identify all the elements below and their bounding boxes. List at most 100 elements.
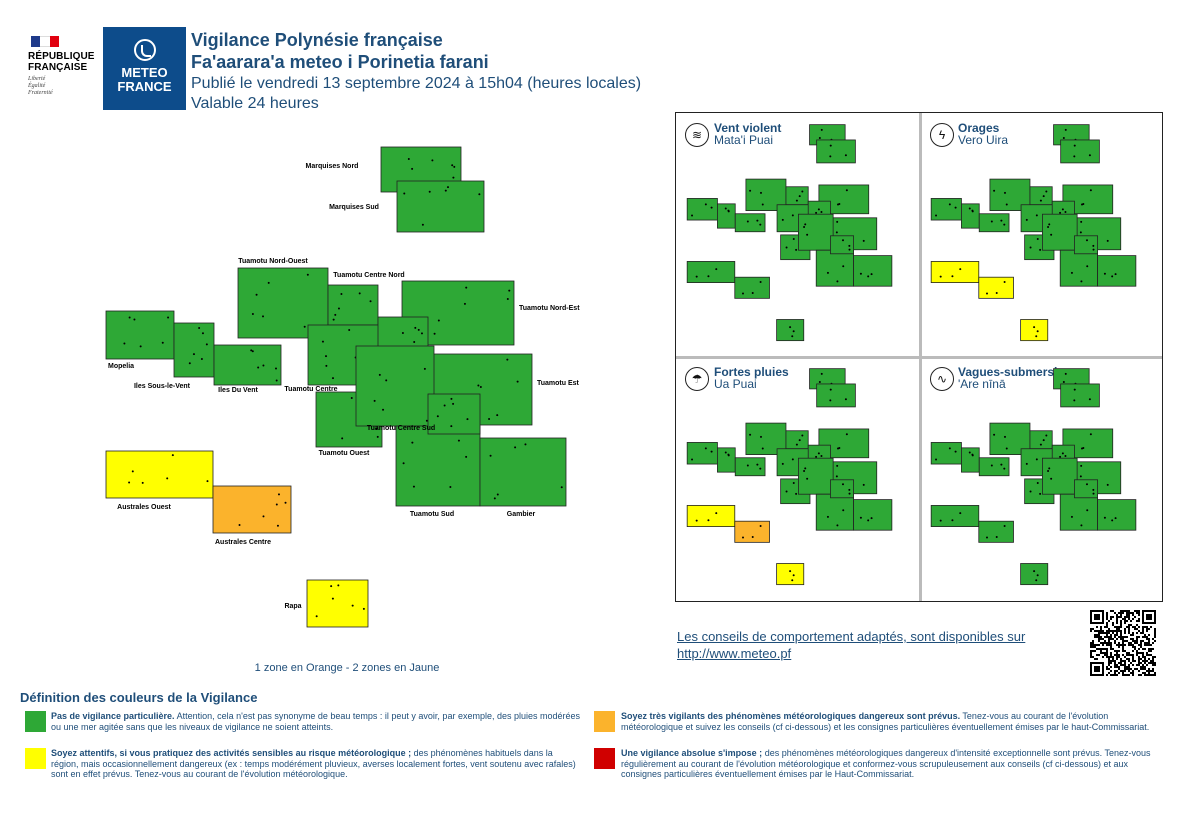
qr-module	[1148, 670, 1150, 672]
island-mark	[1085, 239, 1088, 242]
island-mark	[727, 210, 730, 213]
qr-module	[1104, 626, 1106, 628]
island-mark	[791, 214, 794, 217]
island-mark	[1062, 136, 1065, 139]
qr-module	[1132, 640, 1134, 642]
island-mark	[489, 454, 492, 457]
qr-module	[1152, 656, 1154, 658]
qr-module	[1098, 654, 1100, 656]
island-mark	[453, 165, 456, 168]
legend-item-red: Une vigilance absolue s'impose ; des phé…	[621, 748, 1161, 780]
island-mark	[496, 414, 499, 417]
island-mark	[759, 281, 762, 284]
island-mark	[161, 341, 164, 344]
qr-module	[1154, 636, 1156, 638]
qr-module	[1146, 642, 1148, 644]
island-mark	[257, 366, 260, 369]
qr-module	[1144, 636, 1146, 638]
island-mark	[451, 164, 454, 167]
phenomenon-name-ty-waves: 'Are nīnā	[958, 377, 1006, 391]
qr-module	[1122, 638, 1124, 640]
mini-zone	[978, 276, 1014, 299]
island-mark	[358, 292, 361, 295]
qr-module	[1152, 648, 1154, 650]
island-mark	[412, 485, 415, 488]
qr-module	[1122, 612, 1124, 614]
qr-module	[1128, 652, 1130, 654]
qr-module	[1132, 664, 1134, 666]
island-mark	[1111, 519, 1114, 522]
island-mark	[848, 488, 851, 491]
qr-module	[1102, 652, 1104, 654]
island-mark	[710, 450, 713, 453]
island-mark	[1082, 203, 1085, 206]
qr-module	[1110, 652, 1112, 654]
wave-icon: ∿	[930, 367, 954, 391]
qr-module	[1134, 640, 1136, 642]
qr-module	[1150, 670, 1152, 672]
island-mark	[792, 574, 795, 577]
island-mark	[801, 190, 804, 193]
qr-module	[1090, 650, 1092, 652]
island-mark	[1092, 492, 1095, 495]
qr-module	[1106, 634, 1108, 636]
island-mark	[373, 399, 376, 402]
qr-module	[1100, 650, 1102, 652]
island-mark	[818, 380, 821, 383]
qr-module	[1116, 632, 1118, 634]
island-mark	[1064, 372, 1067, 375]
island-mark	[724, 451, 727, 454]
island-mark	[457, 439, 460, 442]
island-mark	[560, 486, 563, 489]
qr-module	[1148, 654, 1150, 656]
qr-module	[1142, 636, 1144, 638]
island-mark	[1045, 190, 1048, 193]
qr-module	[1098, 636, 1100, 638]
qr-module	[1112, 656, 1114, 658]
zone-label: Marquises Sud	[329, 204, 379, 211]
island-mark	[939, 275, 942, 278]
qr-module	[1096, 634, 1098, 636]
island-mark	[139, 345, 142, 348]
mini-zone	[978, 457, 1010, 477]
qr-module	[1130, 668, 1132, 670]
island-mark	[321, 340, 324, 343]
qr-code-icon[interactable]	[1090, 610, 1156, 676]
qr-module	[1140, 642, 1142, 644]
qr-module	[1114, 612, 1116, 614]
qr-module	[1138, 612, 1140, 614]
qr-module	[1126, 666, 1128, 668]
validity-period: Valable 24 heures	[191, 95, 319, 112]
qr-module	[1116, 670, 1118, 672]
zone-label: Australes Centre	[215, 539, 271, 546]
qr-module	[1096, 648, 1098, 650]
qr-module	[1144, 674, 1146, 676]
zone-tuamotu-sud	[395, 425, 481, 507]
qr-module	[1094, 634, 1096, 636]
qr-module	[1120, 660, 1122, 662]
qr-module	[1118, 642, 1120, 644]
qr-module	[1120, 632, 1122, 634]
island-mark	[798, 195, 801, 198]
qr-module	[1128, 632, 1130, 634]
qr-module	[1120, 610, 1122, 612]
published-date: Publié le vendredi 13 septembre 2024 à 1…	[191, 75, 642, 92]
qr-module	[1094, 646, 1096, 648]
legend-item-yellow-text: des phénomènes habituels dans la région,…	[51, 748, 576, 779]
island-mark	[1050, 233, 1053, 236]
qr-module	[1106, 618, 1108, 620]
qr-module	[1142, 672, 1144, 674]
qr-module	[1124, 620, 1126, 622]
qr-module	[1090, 662, 1092, 676]
qr-module	[1124, 674, 1126, 676]
island-mark	[331, 377, 334, 380]
island-mark	[403, 192, 406, 195]
advice-link[interactable]: http://www.meteo.pf	[677, 646, 792, 661]
qr-module	[1142, 630, 1144, 632]
island-mark	[1025, 462, 1028, 465]
qr-module	[1090, 656, 1092, 658]
island-mark	[1059, 211, 1062, 214]
zone-label: Tuamotu Ouest	[319, 450, 370, 457]
qr-module	[1092, 640, 1094, 642]
qr-module	[1108, 668, 1110, 670]
